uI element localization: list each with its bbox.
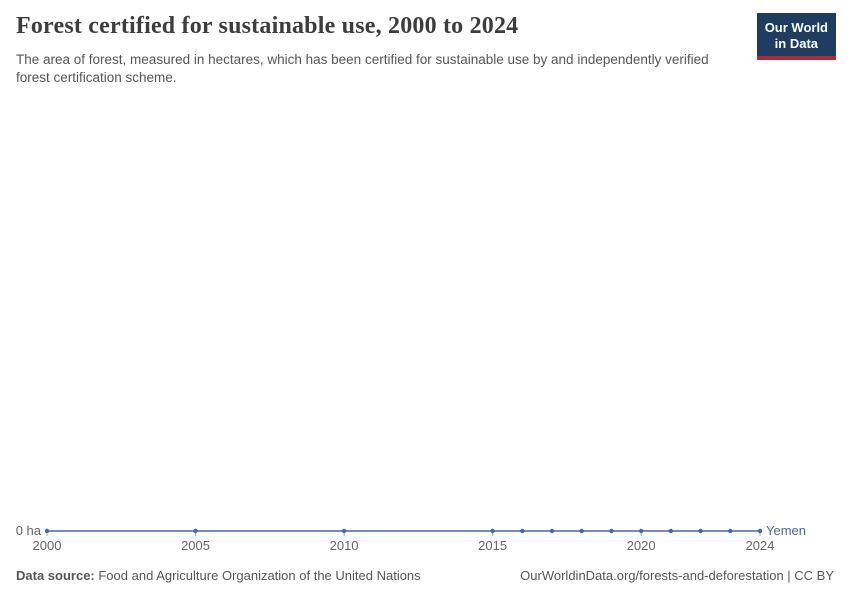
credit-link[interactable]: OurWorldinData.org/forests-and-deforesta…	[520, 568, 834, 583]
page-title: Forest certified for sustainable use, 20…	[16, 13, 519, 39]
x-axis-tick-label: 2020	[627, 538, 656, 553]
x-axis-tick-label: 2000	[33, 538, 62, 553]
logo-line-1: Our World	[764, 20, 828, 35]
data-point	[193, 528, 198, 534]
data-point	[609, 528, 614, 534]
data-point	[668, 528, 674, 534]
x-axis-tick-label: 2015	[478, 538, 507, 553]
data-point	[44, 528, 50, 534]
data-point	[698, 528, 703, 534]
y-axis-label: 0 ha	[16, 523, 42, 538]
data-point	[520, 528, 525, 534]
data-source: Data source: Food and Agriculture Organi…	[16, 568, 421, 583]
data-point	[638, 528, 644, 534]
owid-logo: Our World in Data	[756, 13, 836, 61]
data-point	[728, 528, 733, 534]
x-axis-tick-label: 2010	[330, 538, 359, 553]
data-point	[549, 528, 555, 534]
chart-footer: Data source: Food and Agriculture Organi…	[16, 568, 834, 583]
data-source-text: Food and Agriculture Organization of the…	[94, 568, 421, 583]
line-chart: 2000 2005 2010 2015 2020 2024 0 ha Yemen	[16, 523, 806, 553]
chart-subtitle: The area of forest, measured in hectares…	[16, 52, 709, 86]
data-point	[757, 528, 763, 534]
entity-label: Yemen	[766, 523, 806, 538]
data-point	[579, 528, 584, 534]
data-point	[341, 528, 347, 534]
logo-line-2: in Data	[774, 35, 819, 51]
data-source-label: Data source:	[16, 568, 95, 583]
data-point	[490, 528, 495, 534]
x-axis-tick-label: 2024	[746, 538, 775, 553]
x-axis-tick-label: 2005	[181, 538, 210, 553]
